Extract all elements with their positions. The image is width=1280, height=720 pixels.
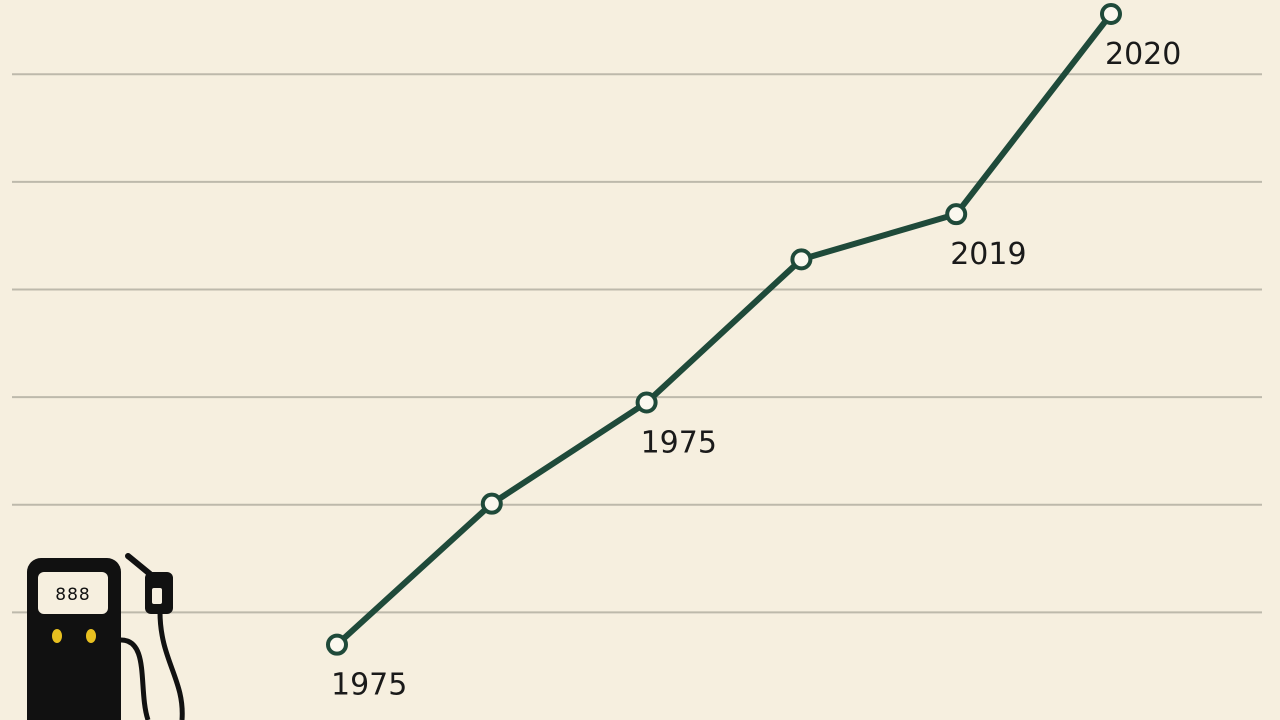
line — [334, 12, 1114, 647]
pump-hose — [157, 611, 185, 720]
point — [326, 633, 348, 656]
pump-display: 888 — [55, 585, 90, 605]
fuel-pump-icon: 888 — [27, 553, 185, 720]
point — [945, 203, 968, 226]
point — [790, 248, 813, 271]
pump-light — [52, 629, 62, 643]
point-label: 2020 — [1105, 37, 1181, 72]
pump-nozzle — [152, 588, 162, 604]
plot: 1975 1975 2019 2020 — [326, 2, 1181, 703]
pump-hose — [120, 637, 151, 720]
point — [480, 492, 503, 515]
grid — [12, 73, 1262, 614]
point — [1100, 2, 1122, 25]
point-label: 2019 — [950, 237, 1026, 272]
pump-nozzle — [125, 553, 153, 577]
pump-screen — [38, 572, 108, 614]
pump-light — [86, 629, 96, 643]
point-label: 1975 — [641, 426, 717, 461]
point — [635, 391, 658, 414]
point-label: 1975 — [331, 668, 407, 703]
